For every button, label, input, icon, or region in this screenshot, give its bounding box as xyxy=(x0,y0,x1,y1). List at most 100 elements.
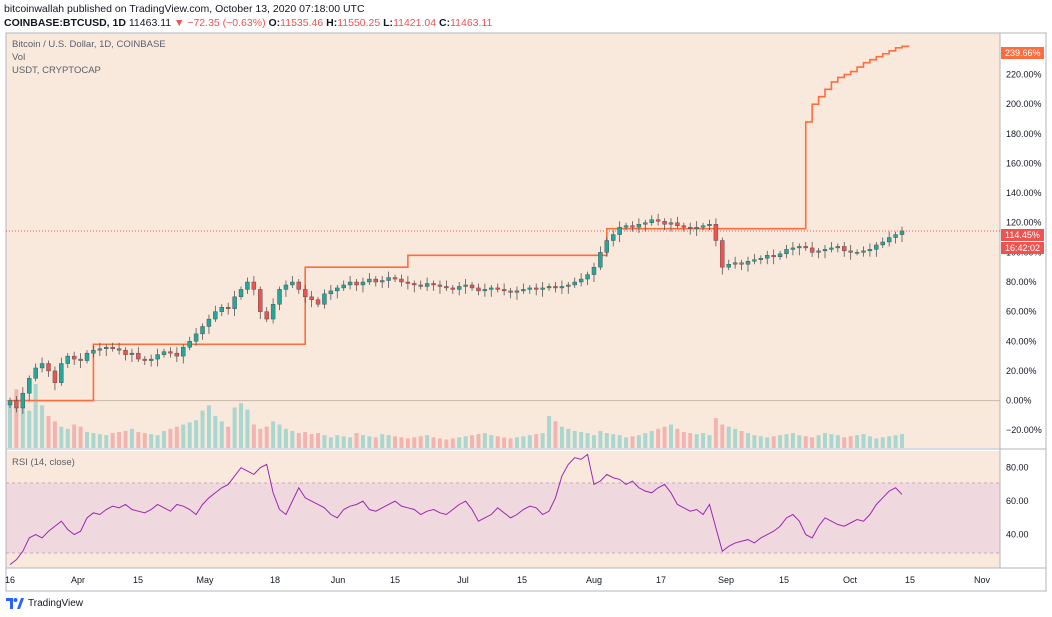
candle-body xyxy=(540,287,545,290)
time-tick-8: 15 xyxy=(517,575,527,585)
candle-body xyxy=(572,281,577,286)
candle-body xyxy=(392,277,398,280)
volume-bar xyxy=(470,435,475,448)
candle-body xyxy=(739,262,744,265)
candle-body xyxy=(829,247,834,250)
volume-bar xyxy=(822,433,827,448)
candle-body xyxy=(752,259,757,262)
candle-body xyxy=(155,354,160,360)
tradingview-brand[interactable]: TradingView xyxy=(6,598,83,609)
candle-body xyxy=(489,287,494,290)
close-label: C: xyxy=(439,17,451,29)
candle-body xyxy=(219,306,224,312)
candle-body xyxy=(270,304,276,320)
rsi-tick-1: 60.00 xyxy=(1006,496,1029,506)
candle-body xyxy=(174,352,180,357)
volume-bar xyxy=(206,405,211,448)
candle-body xyxy=(655,219,661,222)
volume-bar xyxy=(867,436,872,448)
volume-bar xyxy=(707,435,712,448)
volume-bar xyxy=(322,435,327,448)
candle-body xyxy=(225,306,231,309)
volume-bar xyxy=(283,428,288,448)
candle-body xyxy=(65,355,70,364)
volume-bar xyxy=(495,436,500,448)
candle-body xyxy=(296,281,301,290)
time-tick-11: Sep xyxy=(718,575,734,585)
candle-body xyxy=(784,249,789,255)
volume-bar xyxy=(810,437,815,448)
volume-bar xyxy=(649,430,654,448)
volume-bar xyxy=(803,436,808,448)
volume-bar xyxy=(694,434,699,448)
volume-bar xyxy=(341,436,346,448)
volume-bar xyxy=(59,426,64,448)
btc-badge-bg xyxy=(1001,229,1044,241)
legend-line-2: Vol xyxy=(12,52,25,63)
candle-body xyxy=(78,358,83,361)
candle-body xyxy=(444,286,449,289)
volume-bar xyxy=(720,424,725,448)
candle-body xyxy=(20,392,26,409)
volume-bar xyxy=(155,435,160,448)
candle-body xyxy=(33,367,38,379)
candle-body xyxy=(668,222,674,225)
legend-line-1: Bitcoin / U.S. Dollar, 1D, COINBASE xyxy=(12,39,166,50)
countdown-badge-bg xyxy=(1001,242,1044,254)
volume-bar xyxy=(251,424,256,448)
candle-body xyxy=(469,284,475,289)
candle-body xyxy=(373,278,378,283)
time-tick-12: 15 xyxy=(779,575,789,585)
volume-bar xyxy=(861,434,866,448)
candle-body xyxy=(399,278,404,283)
volume-bar xyxy=(784,434,789,448)
candle-body xyxy=(437,284,443,287)
candle-body xyxy=(675,222,680,226)
candle-body xyxy=(450,287,455,290)
candle-body xyxy=(842,246,847,252)
volume-bar xyxy=(816,435,821,448)
volume-bar xyxy=(437,438,442,448)
volume-bar xyxy=(611,434,616,448)
time-tick-3: May xyxy=(196,575,214,585)
candle-body xyxy=(412,283,417,286)
volume-bar xyxy=(636,435,641,448)
volume-bar xyxy=(566,428,571,448)
ohlc-header: COINBASE:BTCUSD, 1D 11463.11 ▼ −72.35 (−… xyxy=(4,17,492,29)
time-tick-4: 18 xyxy=(270,575,280,585)
btc-badge: 114.45% xyxy=(1005,230,1040,240)
candle-body xyxy=(431,283,436,286)
candle-body xyxy=(322,293,327,305)
volume-bar xyxy=(91,433,96,448)
volume-bar xyxy=(713,418,718,448)
candle-body xyxy=(688,226,693,229)
volume-bar xyxy=(502,437,507,448)
btc-candles xyxy=(7,213,905,414)
candle-body xyxy=(790,247,796,250)
price-tick-3: 160.00% xyxy=(1006,158,1042,168)
volume-bar xyxy=(328,437,333,448)
volume-bar xyxy=(893,435,898,448)
candle-body xyxy=(707,223,712,226)
time-tick-13: Oct xyxy=(843,575,858,585)
volume-bar xyxy=(78,426,83,448)
volume-bar xyxy=(662,426,667,448)
candle-body xyxy=(848,250,853,253)
volume-bar xyxy=(46,416,51,448)
usdt-line-series xyxy=(10,45,910,402)
volume-bar xyxy=(393,436,398,448)
candle-body xyxy=(508,290,513,293)
volume-bar xyxy=(360,435,365,448)
volume-bar xyxy=(380,434,385,448)
volume-bar xyxy=(778,435,783,448)
candle-body xyxy=(7,400,13,406)
volume-bar xyxy=(335,435,340,448)
volume-bar xyxy=(187,422,192,448)
candle-body xyxy=(617,226,622,235)
candle-body xyxy=(168,351,173,354)
volume-bar xyxy=(316,433,321,448)
candle-body xyxy=(123,349,128,355)
volume-bar xyxy=(463,436,468,448)
volume-bar xyxy=(162,430,167,448)
